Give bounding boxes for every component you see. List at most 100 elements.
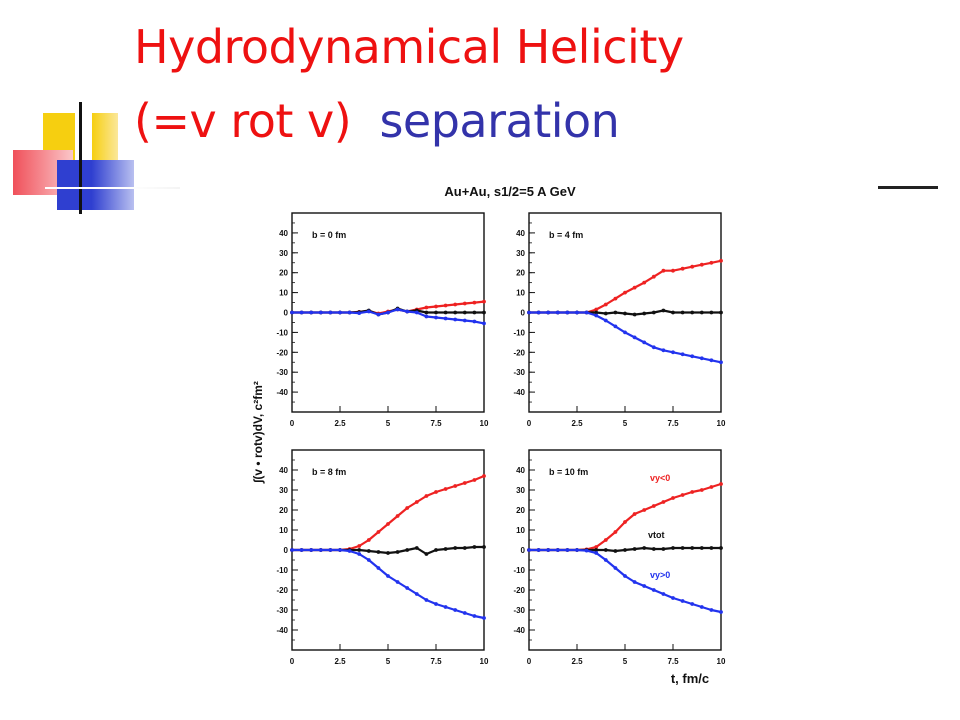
data-point-vy-pos — [318, 310, 323, 315]
data-point-vy-pos — [709, 358, 714, 363]
title-underline — [878, 186, 938, 189]
data-point-vy-pos — [482, 616, 486, 620]
data-point-vy-pos — [555, 310, 560, 315]
data-point-vy-pos — [546, 310, 551, 315]
data-point-vtot — [386, 551, 390, 555]
data-point-vy-neg — [690, 490, 695, 494]
data-point-vy-neg — [462, 301, 467, 306]
data-point-vy-neg — [434, 490, 438, 494]
data-point-vtot — [690, 310, 695, 315]
data-point-vtot — [632, 547, 637, 551]
data-point-vtot — [699, 310, 704, 315]
data-point-vy-pos — [357, 311, 362, 315]
data-point-vtot — [434, 548, 438, 552]
series-line-vy-pos — [292, 548, 485, 620]
data-point-vy-pos — [661, 348, 666, 353]
data-point-vy-pos — [546, 548, 551, 552]
data-point-vy-pos — [680, 352, 685, 357]
data-point-vtot — [613, 310, 618, 315]
x-tick-label: 5 — [623, 419, 628, 428]
data-point-vy-neg — [699, 488, 704, 492]
data-point-vtot — [603, 311, 608, 316]
data-point-vy-pos — [632, 335, 637, 340]
data-point-vy-pos — [671, 350, 675, 355]
x-tick-label: 0 — [527, 419, 532, 428]
y-tick-label: 0 — [521, 546, 526, 555]
x-axis-label: t, fm/c — [671, 671, 709, 686]
data-point-vy-pos — [434, 315, 438, 320]
data-point-vy-pos — [584, 548, 589, 553]
x-tick-label: 5 — [623, 657, 628, 666]
y-tick-label: 40 — [279, 466, 288, 475]
data-point-vtot — [472, 310, 477, 315]
data-point-vy-neg — [376, 530, 381, 534]
data-point-vy-neg — [453, 302, 458, 307]
deco-blue-block — [57, 160, 134, 210]
data-point-vy-pos — [462, 611, 467, 615]
data-point-vy-pos — [623, 574, 627, 578]
data-point-vtot — [453, 546, 458, 550]
data-point-vy-neg — [482, 474, 486, 478]
data-point-vy-pos — [661, 592, 666, 596]
data-point-vy-pos — [395, 580, 400, 584]
data-point-vy-neg — [395, 514, 400, 518]
panel-label: b = 10 fm — [549, 467, 588, 477]
slide-title-separation: separation — [351, 94, 620, 148]
data-point-vy-pos — [347, 310, 352, 315]
chart-panel-1: 40 30 20 10 0 -10 -20 -30 -40 0 2.5 5 7.5 10 b = 0 fm — [276, 212, 489, 428]
data-point-vy-pos — [386, 310, 390, 315]
y-tick-label: 40 — [516, 466, 525, 475]
data-point-vy-neg — [719, 258, 723, 263]
x-tick-label: 5 — [386, 419, 391, 428]
data-point-vy-pos — [299, 548, 304, 552]
data-point-vy-neg — [680, 266, 685, 271]
y-tick-label: 30 — [516, 486, 525, 495]
data-point-vtot — [472, 545, 477, 549]
deco-yellow-block-2 — [92, 113, 118, 160]
data-point-vy-pos — [414, 592, 419, 596]
annotation-vtot: vtot — [648, 530, 665, 540]
data-point-vy-pos — [680, 599, 685, 603]
data-point-vy-pos — [482, 321, 486, 326]
data-point-vy-pos — [603, 558, 608, 562]
data-point-vtot — [424, 310, 429, 315]
y-tick-label: -30 — [513, 368, 525, 377]
data-point-vtot — [453, 310, 458, 315]
y-tick-label: 30 — [279, 486, 288, 495]
data-point-vy-pos — [623, 330, 627, 335]
annotation-vy-pos: vy>0 — [650, 570, 670, 580]
data-point-vy-pos — [443, 605, 448, 609]
x-tick-label: 5 — [386, 657, 391, 666]
data-point-vy-pos — [414, 310, 419, 315]
data-point-vtot — [699, 546, 704, 550]
y-tick-label: 40 — [279, 229, 288, 238]
data-point-vy-pos — [690, 602, 695, 606]
y-tick-label: -20 — [513, 348, 525, 357]
y-tick-label: -40 — [513, 626, 525, 635]
y-tick-label: 0 — [521, 309, 526, 318]
data-point-vy-pos — [575, 310, 579, 315]
data-point-vtot — [376, 550, 381, 554]
y-tick-label: -20 — [513, 586, 525, 595]
data-point-vy-neg — [386, 522, 390, 526]
data-point-vtot — [366, 549, 371, 553]
data-point-vtot — [482, 545, 486, 549]
data-point-vy-neg — [690, 264, 695, 269]
data-point-vy-neg — [594, 545, 599, 549]
data-point-vy-pos — [719, 360, 723, 365]
data-point-vy-pos — [472, 614, 477, 618]
data-point-vy-pos — [584, 310, 589, 315]
data-point-vy-neg — [603, 538, 608, 542]
panel-label: b = 8 fm — [312, 467, 346, 477]
data-point-vtot — [680, 310, 685, 315]
y-tick-label: -10 — [513, 328, 525, 337]
data-point-vtot — [632, 312, 637, 317]
data-point-vy-neg — [642, 280, 647, 285]
data-point-vtot — [642, 546, 647, 550]
data-point-vy-pos — [290, 310, 294, 315]
data-point-vy-pos — [376, 312, 381, 317]
data-point-vy-neg — [424, 494, 429, 498]
data-point-vy-pos — [642, 340, 647, 345]
data-point-vy-pos — [328, 310, 333, 315]
deco-horizontal-line — [45, 187, 180, 189]
